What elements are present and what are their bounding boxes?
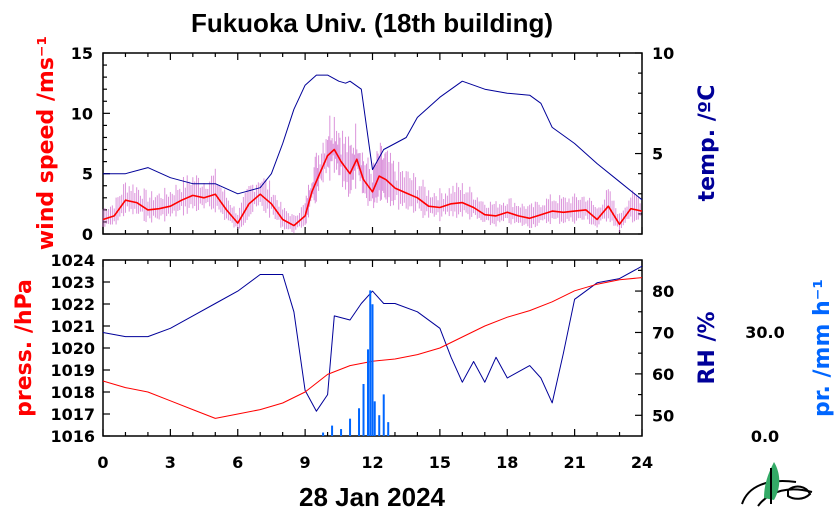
rh-tick-label: 50	[652, 406, 674, 425]
x-tick-label: 12	[361, 453, 383, 472]
wind-tick-label: 10	[71, 104, 93, 123]
wind-axis-label: wind speed /ms⁻¹	[34, 36, 59, 250]
rh-tick-label: 80	[652, 282, 674, 301]
pressure-tick-label: 1024	[50, 251, 95, 270]
chart-title: Fukuoka Univ. (18th building)	[191, 8, 553, 38]
wind-tick-label: 0	[82, 225, 93, 244]
temp-tick-label: 5	[652, 145, 663, 164]
x-tick-label: 18	[496, 453, 518, 472]
tick-labels: 0 3 6 9 12 15 18 21 24 0 5 10 15 5 10 1016 1017 1018 1019 1…	[50, 44, 674, 472]
rh-axis-label: RH /%	[695, 311, 720, 384]
pressure-tick-label: 1017	[50, 405, 95, 424]
precip-tick-0: 0.0	[751, 427, 779, 446]
x-tick-label: 9	[300, 453, 311, 472]
temp-tick-label: 10	[652, 44, 674, 63]
temp-axis-label: temp. /ºC	[695, 85, 720, 202]
wind-tick-label: 15	[71, 44, 93, 63]
rh-line	[102, 265, 643, 412]
precip-tick-30: 30.0	[745, 323, 784, 342]
pressure-tick-label: 1022	[50, 295, 95, 314]
pressure-tick-label: 1023	[50, 273, 95, 292]
pressure-tick-label: 1016	[50, 427, 95, 446]
x-tick-label: 15	[429, 453, 451, 472]
temperature-line	[103, 74, 643, 201]
rh-tick-label: 60	[652, 365, 674, 384]
precip-bars	[322, 290, 390, 436]
precip-axis-label: pr. /mm h⁻¹	[810, 279, 834, 417]
axis-ticks	[102, 52, 643, 437]
x-tick-label: 6	[232, 453, 243, 472]
pressure-tick-label: 1020	[50, 339, 95, 358]
leaf-logo-icon	[741, 462, 813, 507]
pressure-axis-label: press. /hPa	[12, 279, 37, 417]
pressure-tick-label: 1018	[50, 383, 95, 402]
wind-tick-label: 5	[82, 165, 93, 184]
date-label: 28 Jan 2024	[299, 482, 446, 512]
x-tick-label: 24	[631, 453, 653, 472]
pressure-tick-label: 1019	[50, 361, 95, 380]
rh-tick-label: 70	[652, 323, 674, 342]
pressure-tick-label: 1021	[50, 317, 95, 336]
x-tick-label: 21	[563, 453, 585, 472]
x-tick-label: 3	[165, 453, 176, 472]
x-tick-label: 0	[97, 453, 108, 472]
wind-speed-line	[102, 148, 643, 227]
